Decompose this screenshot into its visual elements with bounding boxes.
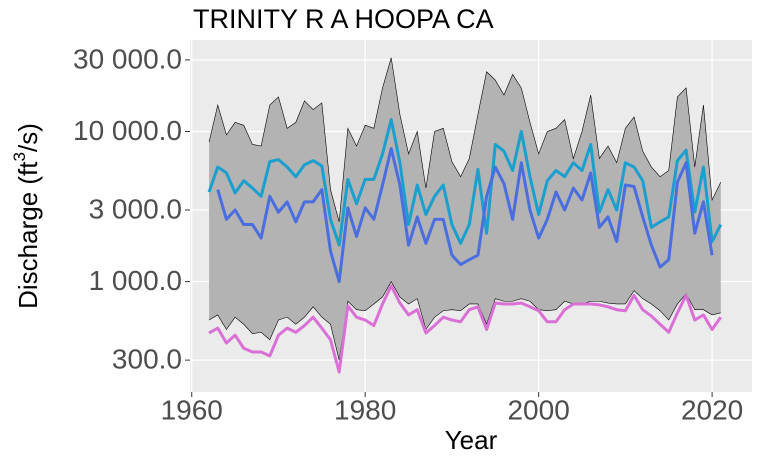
series-line	[207, 118, 723, 247]
y-tick-label: 300.0	[112, 344, 182, 375]
marks	[207, 57, 723, 374]
y-axis-title: Discharge (ft3/s)	[10, 123, 42, 309]
x-tick-label: 1960	[161, 394, 223, 425]
axes: 300.0 1 000.0 3 000.0 10 000.0 30 000.0 1960 1…	[73, 43, 743, 425]
y-axis-title-text: Discharge (ft	[13, 161, 43, 309]
y-axis-title-suffix: /s)	[13, 123, 43, 152]
y-tick-label: 3 000.0	[89, 193, 182, 224]
y-axis-title-superscript: 3	[10, 152, 29, 161]
y-tick-label: 1 000.0	[89, 265, 182, 296]
ribbon	[209, 57, 721, 361]
series-line	[216, 147, 714, 284]
y-tick-label: 30 000.0	[73, 43, 182, 74]
x-tick-label: 2000	[507, 394, 569, 425]
ribbon-edge	[208, 281, 721, 361]
x-axis-title: Year	[445, 425, 498, 455]
x-tick-label: 1980	[334, 394, 396, 425]
x-tick-label: 2020	[681, 394, 743, 425]
ribbon-edge	[208, 57, 722, 222]
chart-title: TRINITY R A HOOPA CA	[193, 4, 494, 34]
y-tick-label: 10 000.0	[73, 115, 182, 146]
series-line	[208, 284, 723, 374]
